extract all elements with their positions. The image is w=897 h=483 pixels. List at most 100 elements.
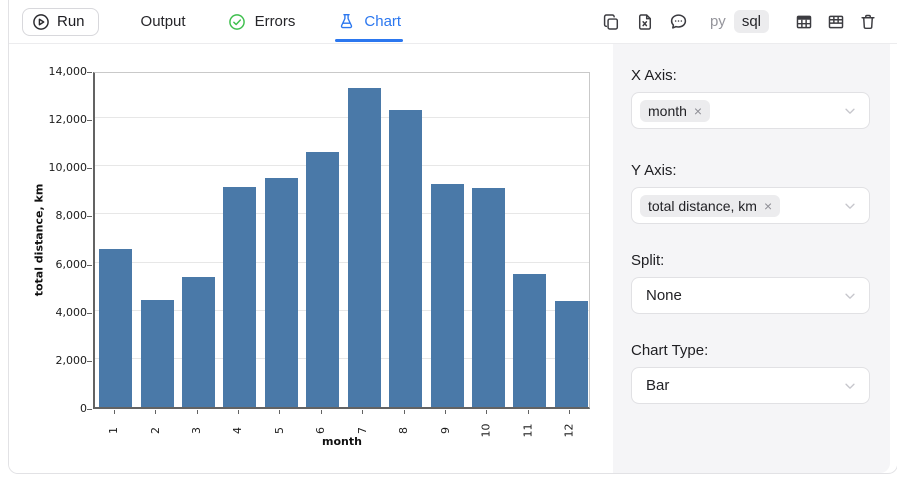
table-header-icon[interactable]	[791, 9, 817, 35]
export-file-icon[interactable]	[632, 9, 658, 35]
bar-month-2	[141, 300, 174, 407]
x-tick-mark	[197, 410, 198, 414]
tab-chart[interactable]: Chart	[337, 13, 401, 31]
plot-area	[93, 72, 590, 409]
chart-type-select-value: Bar	[646, 377, 669, 394]
toolbar-right-actions: py sql	[598, 9, 881, 35]
sql-editor-result-pane: Run Output Errors	[0, 0, 897, 483]
result-card: Run Output Errors	[8, 0, 897, 474]
run-button[interactable]: Run	[22, 8, 99, 36]
x-tick-label: 3	[189, 415, 205, 445]
tab-output[interactable]: Output	[141, 13, 186, 30]
tab-errors-label: Errors	[255, 13, 296, 30]
gridline	[95, 165, 589, 166]
bar-month-3	[182, 277, 215, 407]
split-field-label: Split:	[631, 252, 870, 270]
y-axis-tag-label: total distance, km	[648, 198, 757, 214]
chart-config-panel: X Axis: month × Y Axis: total distance, …	[613, 44, 890, 473]
bar-month-6	[306, 152, 339, 407]
chevron-down-icon	[843, 104, 857, 118]
x-tick-mark	[486, 410, 487, 414]
flask-icon	[337, 13, 355, 31]
chart-type-field-label: Chart Type:	[631, 342, 870, 360]
x-tick-label: 2	[147, 415, 163, 445]
result-content: total distance, km month 02,0004,0006,00…	[9, 44, 897, 473]
bar-month-12	[555, 301, 588, 407]
x-tick-mark	[321, 410, 322, 414]
y-tick-mark	[87, 168, 92, 169]
y-axis-tag-remove-icon[interactable]: ×	[764, 198, 772, 214]
x-tick-mark	[404, 410, 405, 414]
x-tick-label: 4	[230, 415, 246, 445]
x-axis-tag-remove-icon[interactable]: ×	[694, 103, 702, 119]
y-axis-select[interactable]: total distance, km ×	[631, 187, 870, 224]
x-tick-mark	[155, 410, 156, 414]
y-axis-field-label: Y Axis:	[631, 162, 870, 180]
chevron-down-icon	[843, 289, 857, 303]
y-tick-label: 8,000	[35, 209, 87, 223]
y-tick-mark	[87, 216, 92, 217]
y-tick-label: 14,000	[35, 65, 87, 79]
x-tick-label: 1	[106, 415, 122, 445]
y-tick-label: 6,000	[35, 258, 87, 272]
y-tick-label: 4,000	[35, 306, 87, 320]
check-circle-icon	[228, 13, 246, 31]
bar-month-9	[431, 184, 464, 407]
x-tick-label: 7	[354, 415, 370, 445]
chart-type-select[interactable]: Bar	[631, 367, 870, 404]
tab-errors[interactable]: Errors	[228, 13, 296, 31]
table-actions-group	[791, 9, 881, 35]
comments-icon[interactable]	[666, 9, 692, 35]
x-tick-label: 5	[271, 415, 287, 445]
x-tick-mark	[279, 410, 280, 414]
x-axis-select[interactable]: month ×	[631, 92, 870, 129]
play-circle-icon	[32, 13, 50, 31]
y-tick-mark	[87, 361, 92, 362]
y-tick-mark	[87, 265, 92, 266]
x-axis-field-label: X Axis:	[631, 67, 870, 85]
chevron-down-icon	[843, 199, 857, 213]
active-tab-indicator	[335, 39, 403, 42]
x-tick-mark	[238, 410, 239, 414]
lang-toggle-python[interactable]: py	[710, 13, 726, 30]
x-tick-label: 9	[437, 415, 453, 445]
result-toolbar: Run Output Errors	[9, 0, 897, 44]
x-tick-mark	[569, 410, 570, 414]
y-tick-mark	[87, 409, 92, 410]
lang-toggle-sql[interactable]: sql	[734, 10, 769, 33]
gridline	[95, 262, 589, 263]
bar-month-5	[265, 178, 298, 407]
trash-icon[interactable]	[855, 9, 881, 35]
x-tick-label: 10	[478, 415, 494, 445]
y-tick-label: 2,000	[35, 354, 87, 368]
x-tick-label: 11	[520, 415, 536, 445]
bar-month-11	[513, 274, 546, 407]
bar-month-4	[223, 187, 256, 407]
y-tick-mark	[87, 313, 92, 314]
x-tick-mark	[114, 410, 115, 414]
split-select[interactable]: None	[631, 277, 870, 314]
y-tick-label: 10,000	[35, 161, 87, 175]
tab-output-label: Output	[141, 13, 186, 30]
table-grid-icon[interactable]	[823, 9, 849, 35]
tab-chart-label: Chart	[364, 13, 401, 30]
x-axis-tag: month ×	[640, 100, 710, 122]
y-tick-label: 0	[35, 402, 87, 416]
run-button-label: Run	[57, 13, 85, 30]
x-tick-mark	[362, 410, 363, 414]
copy-icon[interactable]	[598, 9, 624, 35]
bar-month-8	[389, 110, 422, 407]
x-tick-mark	[445, 410, 446, 414]
split-select-value: None	[646, 287, 682, 304]
gridline	[95, 117, 589, 118]
y-tick-label: 12,000	[35, 113, 87, 127]
bar-month-1	[99, 249, 132, 407]
y-tick-mark	[87, 72, 92, 73]
y-axis-title: total distance, km	[33, 184, 46, 297]
gridline	[95, 213, 589, 214]
bar-month-7	[348, 88, 381, 407]
y-tick-mark	[87, 120, 92, 121]
chart-canvas: total distance, km month 02,0004,0006,00…	[9, 44, 613, 473]
x-tick-label: 12	[561, 415, 577, 445]
bar-month-10	[472, 188, 505, 407]
